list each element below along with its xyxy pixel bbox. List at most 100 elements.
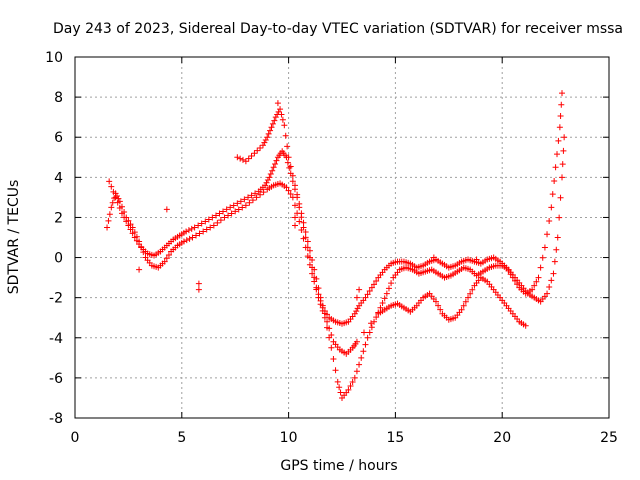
data-point <box>298 210 305 217</box>
data-point <box>193 232 200 239</box>
data-point <box>263 179 270 186</box>
data-point <box>302 234 309 241</box>
data-point <box>245 155 252 162</box>
y-tick-label: 6 <box>54 130 63 146</box>
data-point <box>220 208 227 215</box>
data-point <box>106 211 113 218</box>
data-point <box>185 227 192 234</box>
data-point <box>217 217 224 224</box>
data-point <box>292 182 299 189</box>
data-point <box>118 210 125 217</box>
data-point <box>232 208 239 215</box>
data-point <box>554 234 561 241</box>
data-point <box>285 154 292 161</box>
data-point <box>212 212 219 219</box>
x-tick-label: 20 <box>493 430 511 446</box>
data-point <box>257 191 264 198</box>
x-tick-label: 5 <box>177 430 186 446</box>
data-point <box>291 202 298 209</box>
data-point <box>368 320 375 327</box>
data-point <box>281 122 288 129</box>
data-point <box>304 238 311 245</box>
data-point <box>379 300 386 307</box>
data-point <box>259 142 266 149</box>
data-point <box>230 202 237 209</box>
data-point <box>467 290 474 297</box>
data-point <box>304 244 311 251</box>
data-point <box>324 318 331 325</box>
data-point <box>183 237 190 244</box>
data-point <box>245 194 252 201</box>
data-point <box>136 266 143 273</box>
data-point <box>274 100 281 107</box>
data-point <box>557 194 564 201</box>
data-point <box>373 278 380 285</box>
data-point <box>271 117 278 124</box>
data-point <box>104 224 111 231</box>
data-point <box>550 270 557 277</box>
data-point <box>556 124 563 131</box>
data-point <box>216 210 223 217</box>
data-point <box>549 191 556 198</box>
data-point <box>507 271 514 278</box>
data-point <box>133 237 140 244</box>
data-point <box>546 284 553 291</box>
data-point <box>273 157 280 164</box>
data-point <box>202 218 209 225</box>
data-point <box>195 280 202 287</box>
data-point <box>205 216 212 223</box>
data-point <box>267 171 274 178</box>
data-point <box>358 354 365 361</box>
data-point <box>458 306 465 313</box>
data-point <box>264 134 271 141</box>
data-point <box>388 280 395 287</box>
data-point <box>362 341 369 348</box>
data-point <box>121 214 128 221</box>
data-point <box>511 277 518 284</box>
data-point <box>188 225 195 232</box>
data-point <box>381 295 388 302</box>
data-point <box>465 294 472 301</box>
data-point <box>161 258 168 265</box>
data-point <box>537 264 544 271</box>
y-tick-label: 2 <box>54 210 63 226</box>
data-point <box>284 143 291 150</box>
data-point <box>262 182 269 189</box>
data-point <box>191 224 198 231</box>
data-point <box>269 120 276 127</box>
data-point <box>203 226 210 233</box>
data-point <box>353 338 360 345</box>
data-point <box>237 155 244 162</box>
tick-layer: 0 5 10 15 20 25 -8 -6 -4 -2 0 2 4 6 8 10 <box>45 50 618 446</box>
data-point <box>522 322 529 329</box>
data-point <box>561 134 568 141</box>
x-axis-label: GPS time / hours <box>280 458 397 474</box>
data-point <box>165 251 172 258</box>
data-point <box>509 274 516 281</box>
data-point <box>364 291 371 298</box>
data-point <box>242 202 249 209</box>
data-point <box>289 178 296 185</box>
data-point <box>330 356 337 363</box>
data-point <box>560 147 567 154</box>
data-point <box>551 177 558 184</box>
data-point <box>108 204 115 211</box>
y-tick-label: -6 <box>49 371 63 387</box>
data-point <box>366 288 373 295</box>
data-point <box>529 286 536 293</box>
data-point <box>227 204 234 211</box>
data-point <box>279 116 286 123</box>
data-point <box>546 218 553 225</box>
data-point <box>315 285 322 292</box>
data-point <box>242 158 249 165</box>
x-tick-label: 25 <box>600 430 618 446</box>
data-point <box>123 218 130 225</box>
data-point <box>336 384 343 391</box>
data-point <box>253 194 260 201</box>
data-point <box>354 305 361 312</box>
data-point <box>265 130 272 137</box>
data-point <box>311 266 318 273</box>
data-point <box>272 160 279 167</box>
data-point <box>207 224 214 231</box>
data-point <box>106 178 113 185</box>
